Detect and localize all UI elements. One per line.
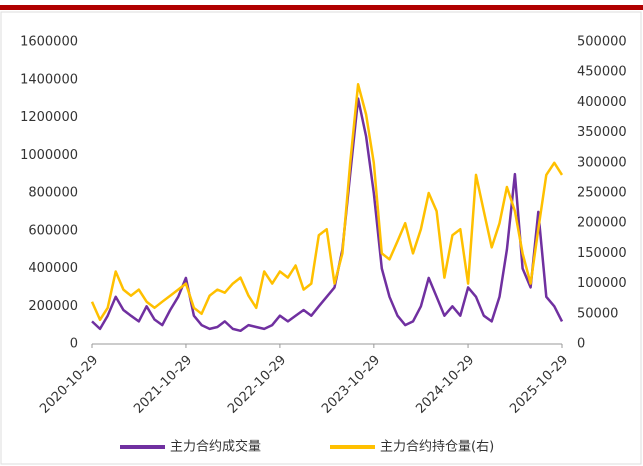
y-tick-label: 0 [70, 337, 78, 352]
y-tick-label: 200000 [28, 299, 78, 314]
x-tick-label: 2024-10-29 [413, 353, 477, 417]
y2-tick-label: 250000 [577, 186, 627, 201]
y2-tick-label: 400000 [577, 95, 627, 110]
header-bar [0, 5, 643, 10]
x-tick-label: 2025-10-29 [507, 353, 571, 417]
y2-tick-label: 200000 [577, 216, 627, 231]
y2-tick-label: 50000 [577, 306, 618, 321]
x-tick-label: 2021-10-29 [131, 353, 195, 417]
y-tick-label: 400000 [28, 261, 78, 276]
y2-tick-label: 500000 [577, 35, 627, 50]
y2-tick-label: 350000 [577, 125, 627, 140]
y-tick-label: 800000 [28, 186, 78, 201]
y-tick-label: 1400000 [20, 72, 78, 87]
series-line [91, 97, 564, 333]
y2-tick-label: 0 [577, 337, 585, 352]
y-tick-label: 1200000 [20, 110, 78, 125]
legend-label: 主力合约持仓量(右) [380, 440, 494, 455]
y-tick-label: 1000000 [20, 148, 78, 163]
y2-tick-label: 300000 [577, 155, 627, 170]
legend-label: 主力合约成交量 [170, 439, 261, 455]
y2-tick-label: 450000 [577, 65, 627, 80]
y-tick-label: 1600000 [20, 35, 78, 50]
x-tick-label: 2020-10-29 [37, 353, 101, 417]
x-tick-label: 2022-10-29 [225, 353, 289, 417]
y2-tick-label: 150000 [577, 246, 627, 261]
frame [0, 11, 642, 465]
x-tick-label: 2023-10-29 [319, 353, 383, 417]
y2-tick-label: 100000 [577, 276, 627, 291]
y-tick-label: 600000 [28, 223, 78, 238]
series-line [90, 83, 564, 322]
